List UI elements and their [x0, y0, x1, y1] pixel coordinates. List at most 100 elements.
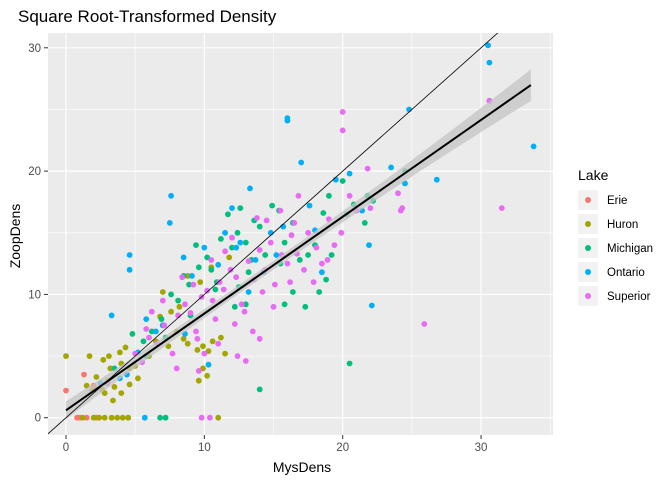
point-michigan — [281, 301, 288, 308]
point-ontario — [388, 164, 394, 171]
point-ontario — [180, 254, 187, 261]
point-huron — [135, 375, 141, 382]
point-superior — [195, 368, 202, 374]
point-ontario — [247, 185, 253, 192]
legend-label-michigan: Michigan — [607, 243, 653, 255]
point-superior — [194, 335, 201, 342]
point-michigan — [175, 297, 182, 304]
point-huron — [209, 338, 216, 345]
point-superior — [245, 258, 252, 264]
x-axis-title: MysDens — [273, 459, 331, 475]
point-superior — [249, 328, 256, 335]
point-huron — [184, 340, 191, 347]
point-michigan — [242, 301, 249, 308]
legend-label-ontario: Ontario — [607, 267, 645, 279]
point-superior — [242, 358, 249, 364]
point-superior — [339, 109, 346, 115]
point-michigan — [305, 252, 311, 258]
point-huron — [126, 381, 133, 388]
point-superior — [272, 281, 278, 288]
point-huron — [79, 414, 86, 421]
point-superior — [277, 207, 284, 214]
y-tick-label: 10 — [28, 289, 41, 301]
point-superior — [267, 239, 274, 246]
point-huron — [176, 303, 183, 310]
point-ontario — [143, 316, 150, 322]
point-superior — [179, 274, 186, 281]
point-ontario — [368, 302, 375, 309]
y-tick-label: 0 — [35, 413, 41, 425]
point-ontario — [530, 143, 537, 150]
point-ontario — [229, 205, 235, 212]
point-michigan — [328, 252, 335, 258]
point-huron — [107, 365, 114, 372]
point-michigan — [323, 276, 329, 283]
point-superior — [222, 248, 229, 255]
point-superior — [234, 353, 241, 359]
point-superior — [231, 321, 238, 327]
x-tick-label: 30 — [475, 442, 488, 454]
point-huron — [111, 384, 118, 390]
point-michigan — [256, 223, 263, 230]
point-ontario — [433, 176, 440, 183]
legend-label-huron: Huron — [607, 219, 638, 231]
point-ontario — [126, 252, 133, 258]
y-tick-label: 20 — [28, 166, 41, 178]
point-ontario — [108, 312, 115, 319]
legend: Lake Erie Huron Michigan Ontario Superior — [578, 167, 653, 306]
point-ontario — [346, 170, 353, 177]
point-superior — [209, 297, 216, 304]
point-huron — [122, 344, 129, 351]
point-michigan — [290, 289, 296, 295]
point-huron — [118, 390, 125, 396]
point-huron — [200, 365, 206, 372]
point-huron — [159, 289, 166, 295]
point-huron — [218, 334, 224, 341]
point-michigan — [256, 386, 263, 393]
point-superior — [399, 205, 406, 212]
point-superior — [291, 220, 298, 226]
point-superior — [339, 127, 346, 134]
legend-swatch-huron — [585, 221, 591, 227]
point-superior — [212, 316, 219, 322]
point-ontario — [284, 115, 291, 121]
point-michigan — [225, 211, 231, 218]
point-superior — [498, 205, 505, 212]
point-michigan — [162, 414, 169, 421]
x-tick-label: 20 — [336, 442, 349, 454]
point-huron — [204, 372, 211, 379]
point-michigan — [339, 178, 346, 184]
point-huron — [168, 308, 175, 315]
reference-line — [48, 33, 499, 435]
point-superior — [338, 229, 345, 236]
point-huron — [117, 349, 123, 356]
point-superior — [216, 279, 223, 285]
point-superior — [143, 326, 150, 332]
point-ontario — [189, 273, 195, 279]
point-superior — [233, 274, 240, 281]
point-michigan — [129, 331, 136, 337]
point-superior — [159, 297, 166, 304]
legend-swatch-michigan — [585, 245, 591, 251]
point-michigan — [237, 205, 244, 212]
point-ontario — [141, 414, 148, 421]
legend-label-superior: Superior — [607, 291, 651, 303]
point-ontario — [485, 42, 491, 49]
point-huron — [205, 348, 212, 354]
point-erie — [83, 414, 90, 421]
point-ontario — [298, 159, 305, 166]
point-huron — [184, 273, 191, 279]
point-huron — [180, 335, 187, 342]
point-superior — [193, 328, 199, 335]
plot-panel — [48, 33, 553, 435]
point-superior — [287, 279, 293, 285]
point-superior — [288, 232, 295, 239]
point-superior — [263, 217, 270, 224]
point-superior — [204, 287, 211, 294]
point-huron — [222, 350, 229, 357]
point-michigan — [212, 286, 219, 293]
point-superior — [270, 303, 277, 310]
point-ontario — [486, 59, 493, 66]
point-michigan — [281, 239, 288, 246]
chart-title: Square Root-Transformed Density — [18, 7, 277, 26]
